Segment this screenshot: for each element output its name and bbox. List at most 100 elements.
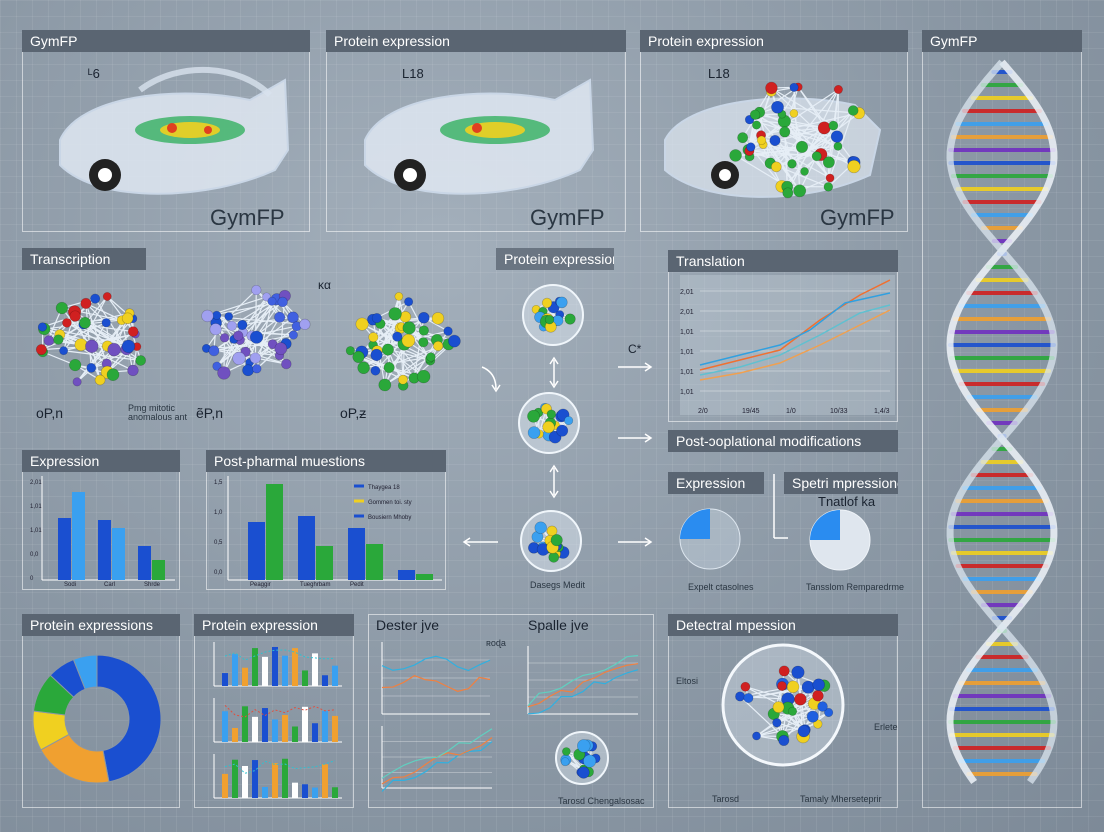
series-line	[527, 669, 639, 715]
atom	[737, 132, 749, 144]
atom	[833, 141, 843, 151]
pie-slice-blue	[680, 509, 710, 539]
bar	[262, 656, 268, 686]
svg-text:1,5: 1,5	[214, 480, 223, 486]
atom	[789, 82, 799, 92]
atom	[583, 754, 597, 768]
bar	[252, 648, 258, 686]
transcription-tiny-text: Pmg mitotic anomalous ant	[128, 403, 188, 422]
fish-icon	[364, 78, 595, 195]
bar	[312, 723, 318, 742]
atom	[43, 335, 55, 346]
expression-pie-title: Expression	[668, 472, 764, 494]
donut-slice	[96, 654, 162, 783]
bar	[298, 516, 315, 580]
protein-expression-center-title: Protein expression	[496, 248, 614, 270]
atom	[823, 182, 834, 192]
protein-expressions-title: Protein expressions	[22, 614, 180, 636]
bar	[282, 715, 288, 742]
bar	[302, 670, 308, 686]
atom	[418, 325, 429, 336]
atom	[233, 330, 244, 341]
expression-pie-caption: Expelt ctasolnes	[688, 582, 754, 592]
protein-sphere-3	[520, 510, 582, 572]
atom	[135, 355, 146, 366]
flow-arrows	[462, 356, 653, 547]
atom	[740, 681, 751, 692]
dester-molecule	[555, 731, 609, 785]
bar	[248, 522, 265, 580]
spectral-title: Spetri mpressione	[784, 472, 898, 494]
atom	[345, 346, 355, 356]
donut-slice	[72, 654, 98, 690]
atom	[101, 318, 111, 328]
bar	[232, 654, 238, 686]
atom	[394, 292, 404, 301]
atom	[800, 167, 809, 176]
atom	[249, 352, 261, 364]
top-panel-2-title: Protein expression	[326, 30, 626, 52]
bar	[322, 764, 328, 798]
dester-caption: Tarosd Chengalsosac	[558, 796, 645, 806]
y-tick-label: 2,01	[30, 480, 42, 486]
post-questions-bar-chart: 1,5 1,0 0,5 0,0 Peaggir Tueghrbam Pedit Thaygea…	[214, 476, 442, 588]
atom	[53, 334, 64, 345]
dester-charts	[381, 642, 639, 792]
bar	[366, 544, 383, 580]
atom	[431, 312, 445, 325]
bar	[302, 706, 308, 742]
fish-1-illustration	[59, 66, 290, 195]
molecule-cluster-3	[345, 292, 461, 392]
atom	[35, 344, 47, 356]
atom	[357, 361, 370, 375]
bar	[262, 786, 268, 798]
bar	[348, 528, 365, 580]
atom	[789, 109, 799, 118]
atom	[418, 311, 430, 324]
atom	[770, 161, 782, 173]
atom	[37, 322, 48, 332]
atom	[55, 301, 69, 315]
y-tick-label: 1,01	[680, 369, 694, 376]
atom	[299, 318, 311, 330]
atom	[69, 358, 82, 372]
atom	[813, 719, 823, 729]
atom	[527, 426, 541, 439]
atom	[288, 330, 298, 340]
atom	[217, 366, 231, 380]
bar	[232, 759, 238, 798]
atom	[398, 374, 408, 385]
series-line	[527, 654, 639, 707]
bar	[272, 763, 278, 798]
series-line	[699, 292, 891, 366]
protein-expression-small-title: Protein expression	[194, 614, 354, 636]
bar	[242, 706, 248, 742]
atom	[401, 333, 416, 348]
x-tick-label: Carl	[104, 582, 115, 588]
x-tick-label: 1,4/3	[874, 408, 890, 415]
spectral-caption: Tansslom Remparedrme	[806, 582, 905, 592]
molecule-label-2: ẽP,n	[196, 405, 223, 421]
atom	[577, 739, 591, 753]
expression-bar-title: Expression	[22, 450, 180, 472]
atom	[277, 296, 288, 308]
bar	[72, 492, 85, 580]
atom	[752, 731, 761, 741]
atom	[765, 81, 778, 95]
atom	[237, 319, 248, 331]
transcription-title: Transcription	[22, 248, 146, 270]
y-tick-label: 0,0	[30, 552, 39, 558]
fish-2-tag: L18	[402, 66, 424, 81]
fish-1-caption: GymFP	[210, 205, 285, 230]
y-tick-label: 1,01	[30, 504, 42, 510]
atom	[232, 351, 246, 366]
detectral-caption-2: Tamaly Mherseteprir	[800, 794, 882, 804]
bar	[252, 760, 258, 798]
atom	[787, 159, 797, 169]
atom	[828, 120, 839, 131]
expression-bar-chart: 2,01 1,01 1,01 0,0 0 Sodi Carl Shrde	[30, 476, 175, 588]
atom	[371, 313, 382, 324]
bar	[222, 673, 228, 686]
series-line	[381, 728, 493, 779]
detectral-caption-1: Tarosd	[712, 794, 740, 804]
